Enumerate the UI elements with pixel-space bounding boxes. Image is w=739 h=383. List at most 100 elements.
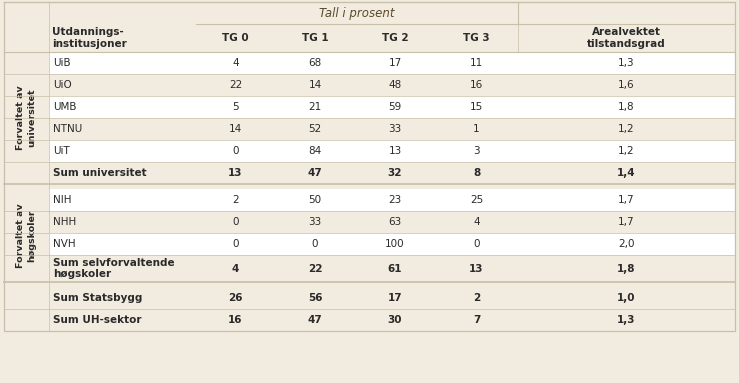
Text: 1,8: 1,8 bbox=[619, 102, 635, 112]
Text: Forvaltet av
høgskoler: Forvaltet av høgskoler bbox=[16, 203, 36, 268]
Text: UiB: UiB bbox=[53, 58, 71, 68]
Text: Utdannings-
institusjoner: Utdannings- institusjoner bbox=[52, 27, 127, 49]
Text: 47: 47 bbox=[307, 168, 322, 178]
Bar bbox=[49, 233, 735, 255]
Bar bbox=[4, 255, 49, 282]
Text: 4: 4 bbox=[232, 264, 239, 273]
Text: 17: 17 bbox=[388, 293, 402, 303]
Text: NVH: NVH bbox=[53, 239, 75, 249]
Text: 22: 22 bbox=[229, 80, 242, 90]
Text: TG 1: TG 1 bbox=[302, 33, 328, 43]
Text: 33: 33 bbox=[308, 217, 321, 227]
Text: 22: 22 bbox=[307, 264, 322, 273]
Text: 1,6: 1,6 bbox=[619, 80, 635, 90]
Bar bbox=[4, 74, 49, 96]
Bar bbox=[49, 255, 735, 282]
Text: TG 2: TG 2 bbox=[381, 33, 409, 43]
Bar bbox=[49, 118, 735, 140]
Text: 32: 32 bbox=[388, 168, 402, 178]
Text: 13: 13 bbox=[228, 168, 242, 178]
Text: 23: 23 bbox=[389, 195, 401, 205]
Text: TG 3: TG 3 bbox=[463, 33, 490, 43]
Text: NTNU: NTNU bbox=[53, 124, 82, 134]
Bar bbox=[49, 140, 735, 162]
Text: 8: 8 bbox=[473, 168, 480, 178]
Text: 26: 26 bbox=[228, 293, 242, 303]
Text: Forvaltet av
universitet: Forvaltet av universitet bbox=[16, 86, 36, 151]
Text: 30: 30 bbox=[388, 315, 402, 325]
Text: 25: 25 bbox=[470, 195, 483, 205]
Text: Sum universitet: Sum universitet bbox=[53, 168, 146, 178]
Text: 1,3: 1,3 bbox=[619, 58, 635, 68]
Text: TG 0: TG 0 bbox=[222, 33, 249, 43]
Text: 2: 2 bbox=[232, 195, 239, 205]
Text: 63: 63 bbox=[389, 217, 401, 227]
Bar bbox=[49, 211, 735, 233]
Text: Sum UH-sektor: Sum UH-sektor bbox=[53, 315, 141, 325]
Text: Tall i prosent: Tall i prosent bbox=[319, 7, 395, 20]
Text: 0: 0 bbox=[232, 146, 239, 156]
Text: 1,2: 1,2 bbox=[619, 146, 635, 156]
Text: 50: 50 bbox=[308, 195, 321, 205]
Text: 33: 33 bbox=[389, 124, 401, 134]
Text: UMB: UMB bbox=[53, 102, 77, 112]
Text: 17: 17 bbox=[389, 58, 401, 68]
Text: 1,8: 1,8 bbox=[617, 264, 636, 273]
Text: 11: 11 bbox=[470, 58, 483, 68]
Bar bbox=[4, 309, 49, 331]
Bar bbox=[4, 140, 49, 162]
Text: 100: 100 bbox=[385, 239, 405, 249]
Text: 1,7: 1,7 bbox=[619, 195, 635, 205]
Text: 2,0: 2,0 bbox=[619, 239, 635, 249]
Text: 2: 2 bbox=[473, 293, 480, 303]
Text: 13: 13 bbox=[389, 146, 401, 156]
Text: 61: 61 bbox=[388, 264, 402, 273]
Text: Sum selvforvaltende
høgskoler: Sum selvforvaltende høgskoler bbox=[53, 258, 174, 279]
Bar bbox=[49, 74, 735, 96]
Text: Arealvektet
tilstandsgrad: Arealvektet tilstandsgrad bbox=[587, 27, 666, 49]
Text: 7: 7 bbox=[473, 315, 480, 325]
Text: 16: 16 bbox=[470, 80, 483, 90]
Text: UiO: UiO bbox=[53, 80, 72, 90]
Bar bbox=[49, 309, 735, 331]
Text: NIH: NIH bbox=[53, 195, 72, 205]
Text: NHH: NHH bbox=[53, 217, 76, 227]
Text: UiT: UiT bbox=[53, 146, 69, 156]
Bar bbox=[4, 52, 49, 74]
Bar bbox=[4, 162, 49, 184]
Text: 1,7: 1,7 bbox=[619, 217, 635, 227]
Text: 1,4: 1,4 bbox=[617, 168, 636, 178]
Text: 4: 4 bbox=[232, 58, 239, 68]
Bar bbox=[49, 162, 735, 184]
Bar bbox=[4, 2, 735, 24]
Text: 4: 4 bbox=[473, 217, 480, 227]
Text: 0: 0 bbox=[232, 217, 239, 227]
Text: 14: 14 bbox=[308, 80, 321, 90]
Text: 48: 48 bbox=[389, 80, 401, 90]
Bar bbox=[49, 52, 735, 74]
Bar bbox=[4, 24, 735, 52]
Text: 3: 3 bbox=[473, 146, 480, 156]
Text: 15: 15 bbox=[470, 102, 483, 112]
Text: 0: 0 bbox=[312, 239, 319, 249]
Text: 1,3: 1,3 bbox=[617, 315, 636, 325]
Text: 52: 52 bbox=[308, 124, 321, 134]
Text: 59: 59 bbox=[389, 102, 401, 112]
Text: 1,0: 1,0 bbox=[617, 293, 636, 303]
Bar bbox=[49, 189, 735, 211]
Text: 0: 0 bbox=[232, 239, 239, 249]
Bar bbox=[4, 287, 49, 309]
Text: 21: 21 bbox=[308, 102, 321, 112]
Text: 68: 68 bbox=[308, 58, 321, 68]
Text: 0: 0 bbox=[473, 239, 480, 249]
Text: 1: 1 bbox=[473, 124, 480, 134]
Bar bbox=[4, 189, 49, 211]
Text: 16: 16 bbox=[228, 315, 242, 325]
Text: 13: 13 bbox=[469, 264, 484, 273]
Text: 5: 5 bbox=[232, 102, 239, 112]
Bar bbox=[4, 96, 49, 118]
Bar bbox=[49, 287, 735, 309]
Text: Sum Statsbygg: Sum Statsbygg bbox=[53, 293, 143, 303]
Text: 84: 84 bbox=[308, 146, 321, 156]
Text: 14: 14 bbox=[229, 124, 242, 134]
